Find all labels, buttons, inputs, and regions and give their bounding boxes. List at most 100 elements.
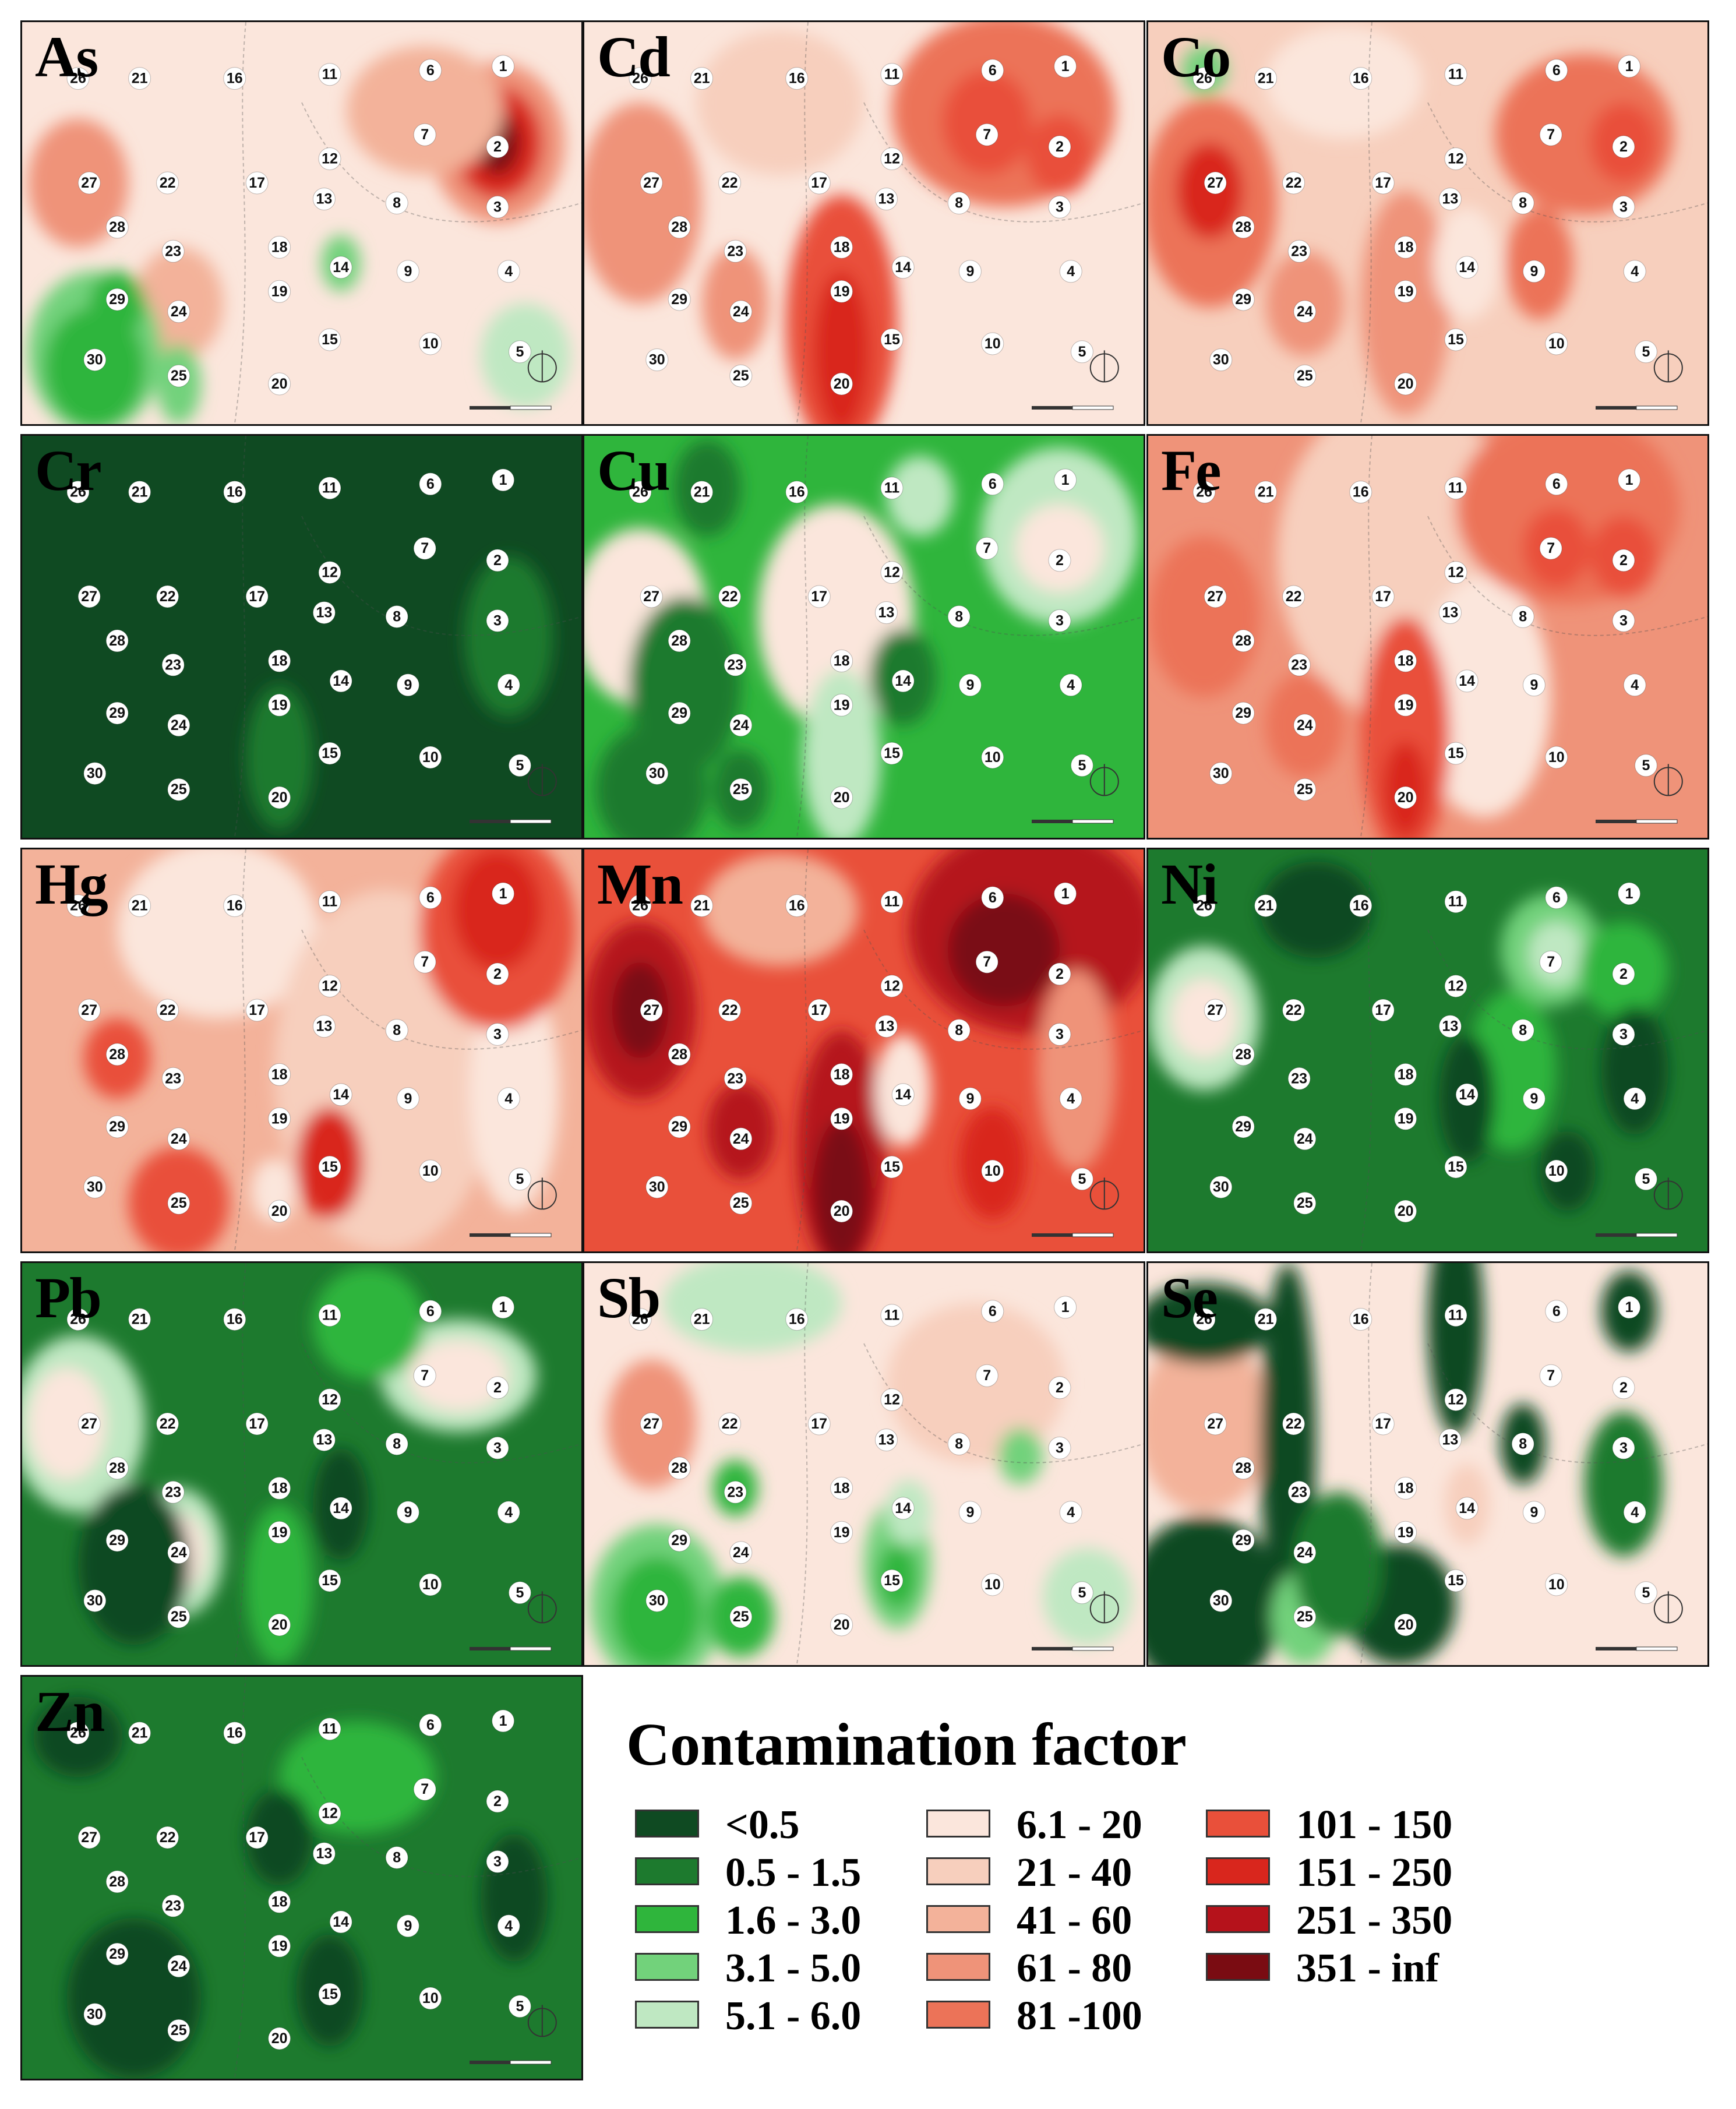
- site-label: 6: [426, 1717, 435, 1733]
- site-marker: [1455, 1497, 1479, 1520]
- site-label: 22: [722, 175, 738, 191]
- site-marker: [497, 673, 520, 697]
- contamination-zone: [942, 70, 1032, 175]
- site-label: 27: [1207, 588, 1223, 605]
- site-label: 24: [1297, 1131, 1313, 1147]
- element-label: Hg: [35, 852, 108, 916]
- legend-swatch: [1206, 1810, 1270, 1838]
- site-label: 12: [884, 565, 900, 581]
- site-label: 30: [649, 1179, 665, 1195]
- site-marker: [245, 1826, 269, 1849]
- site-marker: [1444, 1155, 1467, 1179]
- site-label: 5: [1642, 1171, 1650, 1187]
- site-marker: [268, 1107, 291, 1130]
- legend-label: 151 - 250: [1296, 1850, 1453, 1895]
- site-marker: [947, 605, 971, 628]
- contamination-zone: [584, 103, 702, 304]
- legend-swatch: [926, 1857, 990, 1885]
- north-arrow-icon: [1089, 1591, 1119, 1624]
- site-marker: [1054, 882, 1077, 905]
- site-marker: [318, 1569, 341, 1592]
- site-marker: [1394, 280, 1417, 303]
- site-label: 20: [271, 789, 288, 806]
- site-marker: [880, 1155, 904, 1179]
- site-label: 11: [1448, 66, 1464, 83]
- site-label: 7: [983, 954, 991, 970]
- site-marker: [629, 1308, 652, 1331]
- site-label: 27: [1207, 175, 1223, 191]
- site-label: 28: [1235, 633, 1251, 649]
- site-marker: [268, 1890, 291, 1913]
- contour-map: 1234567891011121314151617181920212223242…: [1148, 436, 1707, 838]
- site-label: 21: [132, 898, 148, 914]
- site-marker: [1059, 1087, 1082, 1110]
- site-label: 10: [422, 1990, 439, 2006]
- site-marker: [1204, 171, 1227, 195]
- site-marker: [167, 300, 190, 323]
- north-arrow-icon: [527, 1591, 557, 1624]
- site-marker: [167, 1541, 190, 1564]
- site-marker: [1444, 890, 1467, 914]
- site-label: 17: [811, 1416, 827, 1432]
- site-marker: [1293, 1191, 1317, 1215]
- site-label: 8: [955, 195, 963, 211]
- site-marker: [486, 1436, 509, 1459]
- site-label: 10: [1548, 749, 1565, 766]
- scale-bar: [1596, 1233, 1678, 1237]
- site-marker: [268, 1934, 291, 1958]
- site-label: 7: [1547, 126, 1555, 143]
- site-label: 10: [422, 336, 439, 352]
- site-label: 24: [171, 1131, 187, 1147]
- site-marker: [880, 147, 904, 171]
- site-marker: [1623, 1087, 1646, 1110]
- site-label: 14: [1459, 259, 1475, 276]
- site-marker: [105, 1456, 129, 1480]
- site-label: 9: [966, 677, 974, 693]
- site-marker: [1371, 1412, 1395, 1436]
- site-marker: [668, 701, 691, 725]
- site-label: 30: [87, 766, 103, 782]
- legend-swatch: [635, 2001, 699, 2029]
- site-marker: [1371, 585, 1395, 608]
- site-marker: [161, 1480, 185, 1504]
- legend-label: 351 - inf: [1296, 1946, 1439, 1991]
- site-marker: [874, 1429, 898, 1452]
- site-marker: [1048, 1436, 1071, 1459]
- site-label: 27: [643, 588, 659, 605]
- site-marker: [419, 59, 442, 82]
- element-label: Sb: [597, 1265, 661, 1330]
- site-marker: [318, 1717, 341, 1741]
- site-label: 24: [1297, 1544, 1313, 1561]
- site-label: 30: [1213, 1593, 1229, 1609]
- site-marker: [1282, 1412, 1305, 1436]
- legend-swatch: [1206, 1905, 1270, 1933]
- site-label: 29: [671, 1119, 687, 1135]
- site-marker: [874, 601, 898, 625]
- site-label: 19: [834, 1524, 850, 1540]
- contamination-zone: [701, 853, 859, 967]
- site-label: 18: [1398, 239, 1414, 255]
- site-label: 22: [160, 175, 176, 191]
- element-label: Zn: [35, 1679, 105, 1744]
- site-label: 26: [1196, 70, 1212, 87]
- site-marker: [724, 1480, 747, 1504]
- site-marker: [1634, 340, 1657, 364]
- site-marker: [497, 1501, 520, 1524]
- site-label: 30: [87, 352, 103, 368]
- site-label: 12: [1448, 1392, 1464, 1408]
- map-panel-ni: 1 2 3 4 5 6 7 8 9 10 11 12 13 14 15 16 17 18 19 20 21 22 23 24 2…: [1146, 848, 1709, 1253]
- site-label: 29: [671, 1532, 687, 1549]
- site-marker: [413, 1778, 436, 1801]
- site-marker: [975, 1364, 998, 1387]
- site-label: 13: [878, 191, 894, 207]
- site-label: 4: [1631, 1091, 1639, 1107]
- site-label: 26: [632, 1311, 648, 1328]
- site-label: 6: [426, 476, 435, 492]
- site-marker: [167, 1191, 190, 1215]
- site-marker: [1232, 288, 1255, 311]
- site-label: 20: [1398, 376, 1414, 392]
- site-marker: [891, 256, 915, 279]
- site-marker: [413, 123, 436, 146]
- site-label: 2: [1056, 552, 1064, 569]
- contamination-zone: [1428, 1263, 1484, 1436]
